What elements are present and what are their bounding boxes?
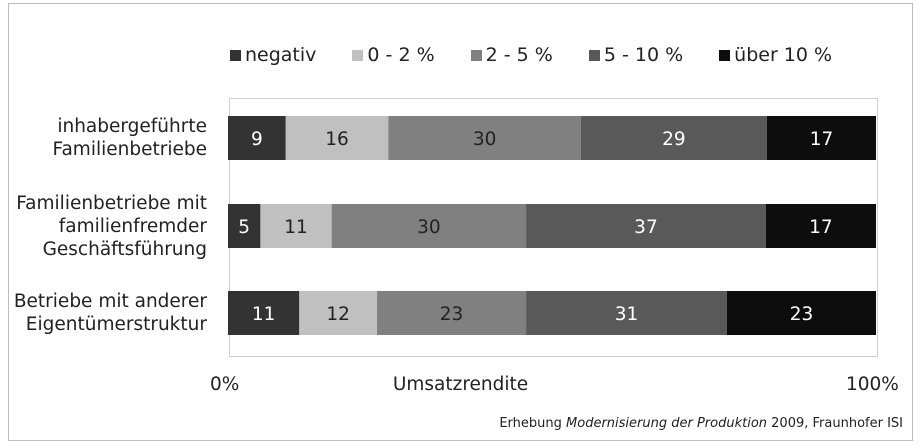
legend-label: negativ — [245, 44, 317, 66]
bar-value-label: 12 — [326, 304, 350, 325]
bar-value-label: 16 — [325, 129, 349, 150]
category-label-line: inhabergeführte — [57, 116, 207, 137]
category-label-line: Geschäftsführung — [42, 238, 207, 260]
legend-label: 0 - 2 % — [367, 44, 435, 66]
legend-label: 2 - 5 % — [485, 44, 553, 66]
bar-segment — [388, 116, 581, 160]
bar-value-label: 11 — [252, 304, 276, 325]
legend-swatch — [719, 49, 731, 61]
category-label: inhabergeführte Familienbetriebe — [53, 115, 207, 161]
source-suffix: 2009, Fraunhofer ISI — [767, 416, 903, 431]
chart-legend: negativ 0 - 2 % 2 - 5 % 5 - 10 % über 10 % — [230, 44, 868, 66]
legend-swatch — [352, 49, 364, 61]
bar-value-label: 37 — [634, 217, 658, 238]
bar-value-label: 23 — [440, 304, 464, 325]
category-label-line: Familienbetriebe — [52, 139, 207, 160]
bar-value-label: 11 — [284, 217, 308, 238]
bar-segment — [228, 291, 300, 335]
x-axis-min-label: 0% — [210, 374, 240, 395]
legend-item: negativ — [230, 44, 316, 66]
bar-value-label: 31 — [615, 304, 639, 325]
source-survey-name: Modernisierung der Produktion — [566, 416, 768, 431]
x-axis-title: Umsatzrendite — [392, 374, 529, 395]
category-label: Betriebe mit anderer Eigentümerstruktur — [14, 290, 207, 336]
category-label-line: Eigentümerstruktur — [25, 314, 207, 335]
bar-segment — [228, 116, 286, 160]
bar-value-label: 17 — [809, 217, 833, 238]
source-prefix: Erhebung — [499, 416, 567, 431]
bar-segment — [299, 291, 378, 335]
category-label-line: familienfremder — [58, 215, 207, 237]
bar-segment — [260, 204, 332, 248]
bar-segment — [726, 291, 876, 335]
legend-label: 5 - 10 % — [603, 44, 684, 66]
bar-value-label: 30 — [473, 129, 497, 150]
bar-value-label: 9 — [251, 129, 263, 150]
legend-item: 2 - 5 % — [470, 44, 553, 66]
legend-item: über 10 % — [719, 44, 832, 66]
bar-segment — [580, 116, 767, 160]
bar-segment — [526, 291, 727, 335]
bar-segment — [766, 116, 876, 160]
bar-segment — [765, 204, 876, 248]
legend-swatch — [230, 49, 241, 61]
bar-value-label: 30 — [417, 217, 441, 238]
bar-segment — [228, 204, 261, 248]
category-label-line: Betriebe mit anderer — [13, 291, 207, 312]
legend-item: 0 - 2 % — [352, 44, 435, 66]
source-note: Erhebung Modernisierung der Produktion 2… — [499, 416, 903, 431]
category-label-line: Familienbetriebe mit — [16, 192, 207, 214]
legend-item: 5 - 10 % — [588, 44, 684, 66]
bar-segment — [526, 204, 766, 248]
bar-value-label: 29 — [662, 129, 686, 150]
legend-swatch — [588, 49, 600, 61]
legend-label: über 10 % — [734, 44, 833, 66]
bar-segment — [331, 204, 527, 248]
bar-segment — [285, 116, 389, 160]
bar-value-label: 17 — [810, 129, 834, 150]
bar-value-label: 5 — [238, 217, 250, 238]
legend-swatch — [470, 49, 482, 61]
x-axis-max-label: 100% — [846, 374, 899, 395]
bar-segment — [377, 291, 527, 335]
bar-value-label: 23 — [790, 304, 814, 325]
category-label: Familienbetriebe mit familienfremder Gesch… — [16, 192, 207, 261]
